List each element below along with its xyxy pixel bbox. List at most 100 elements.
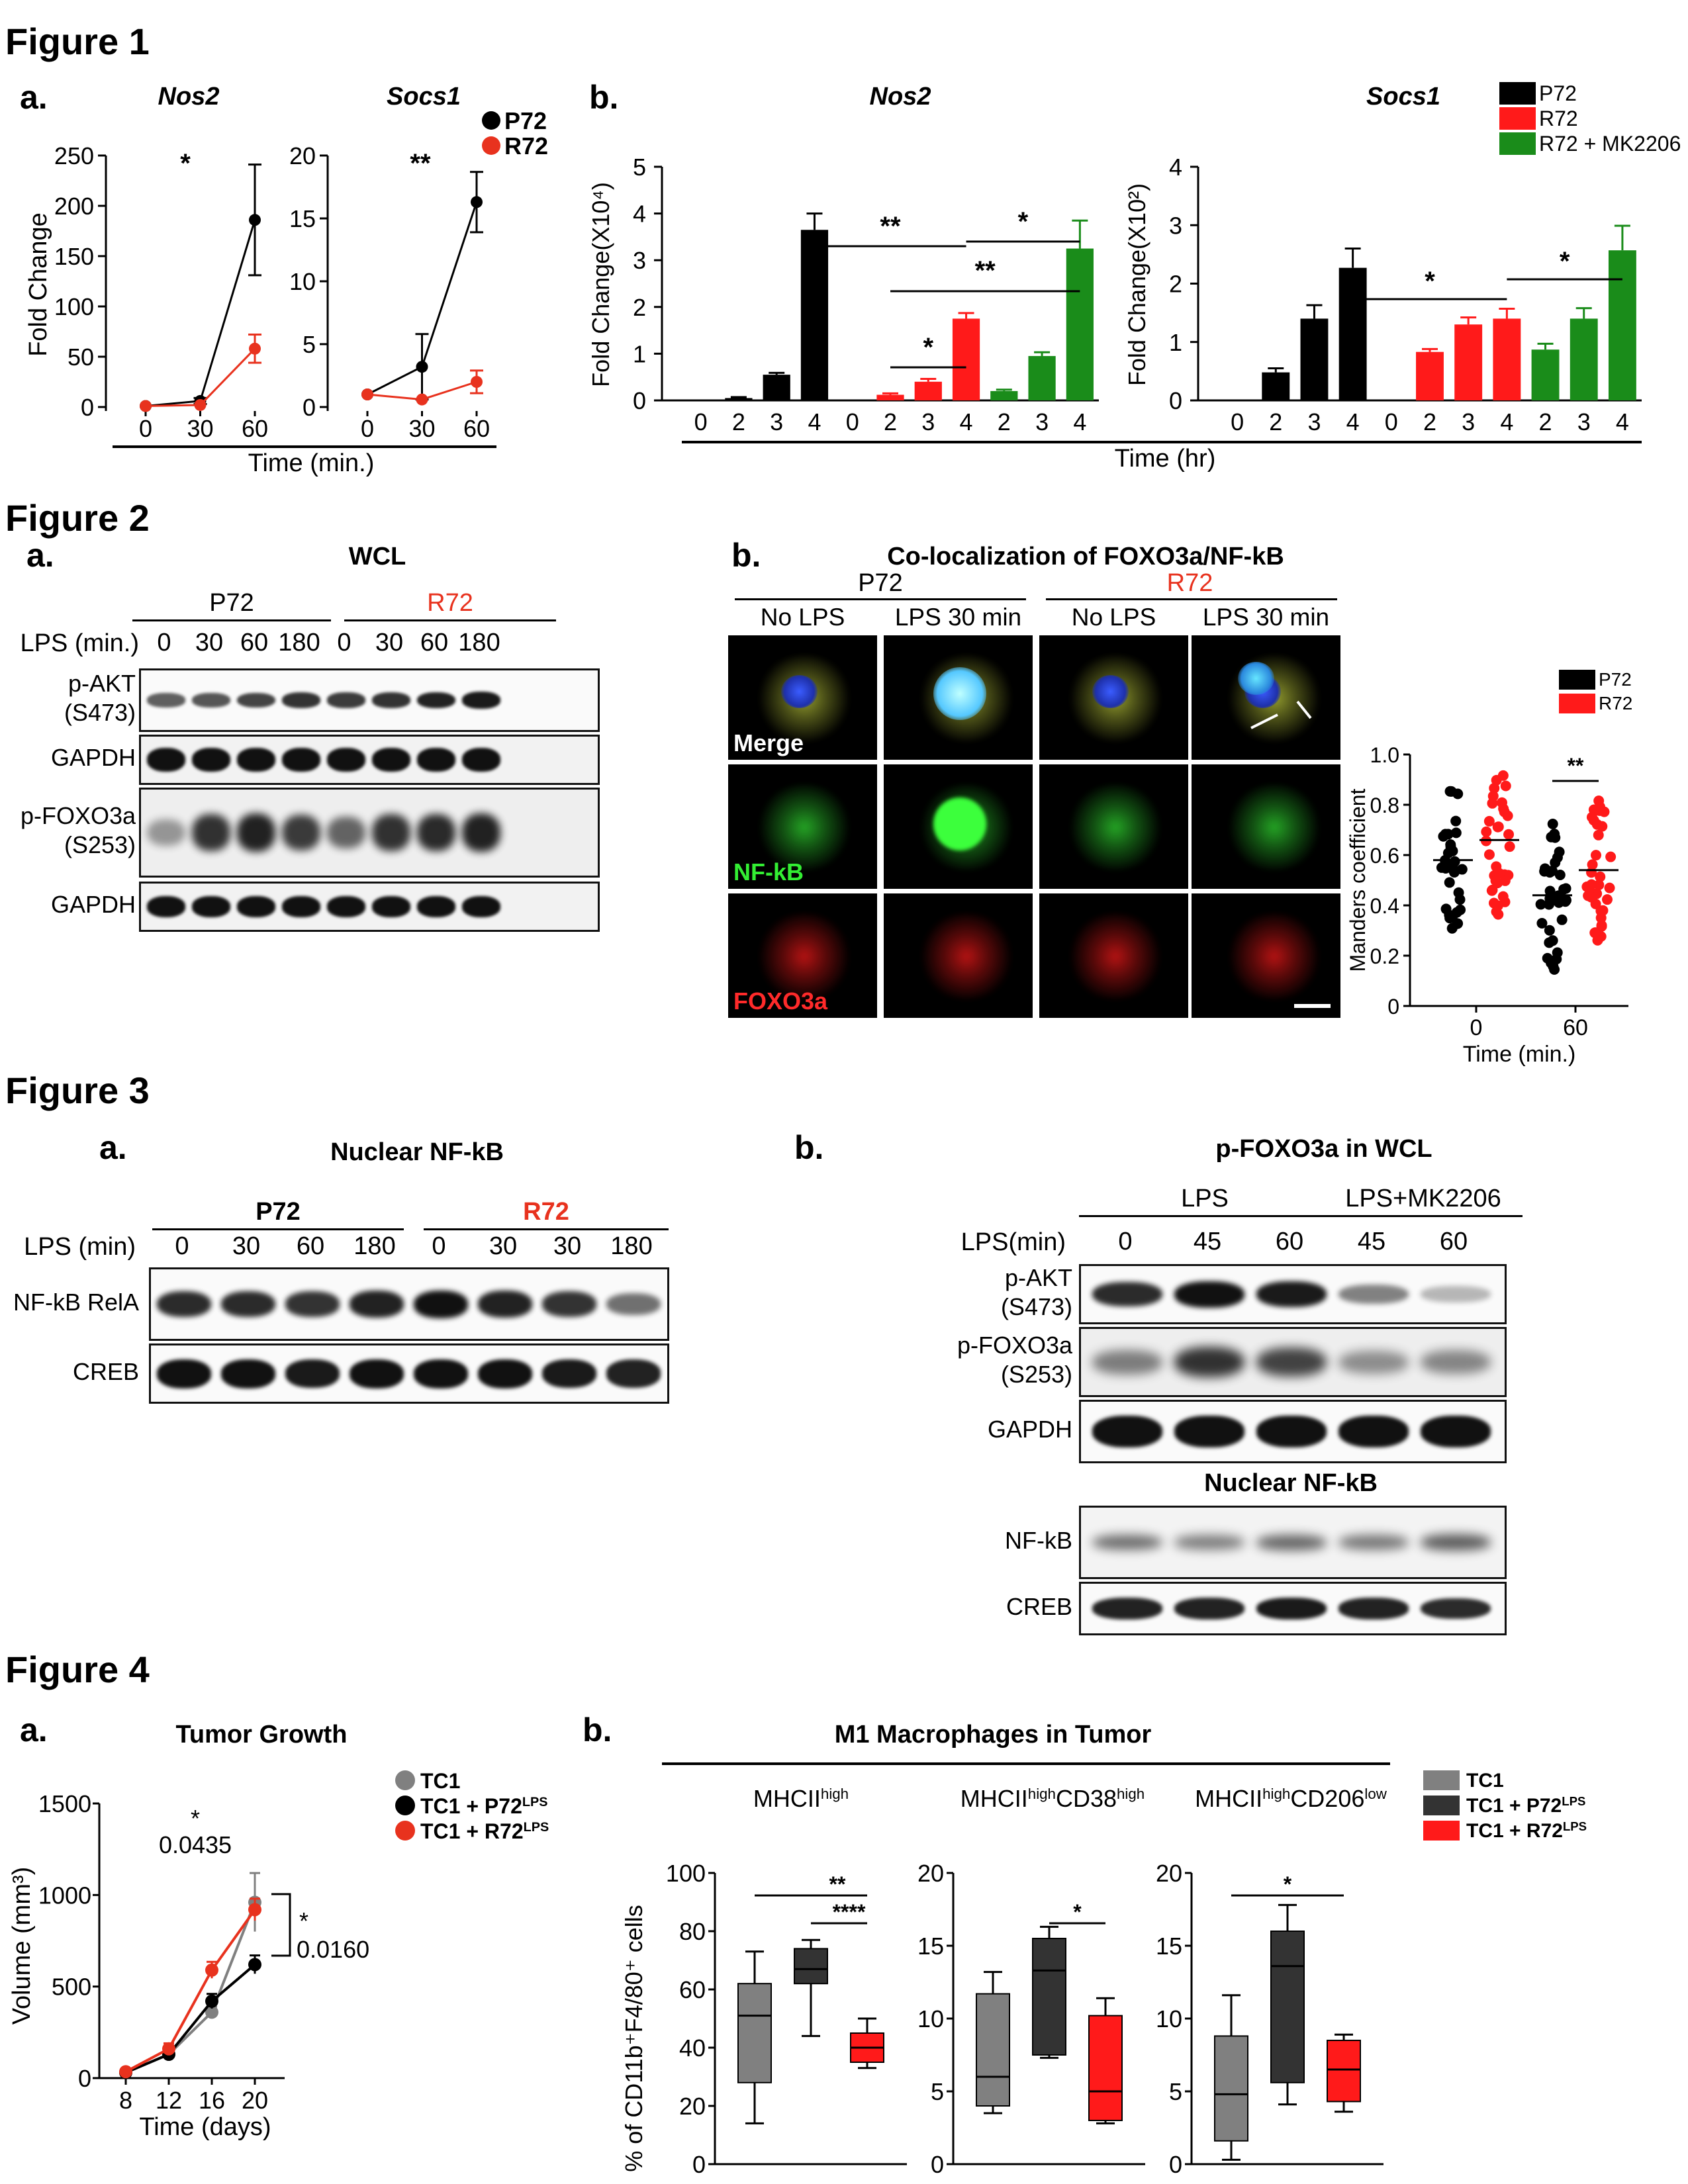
x-tick-label: 20 [242,2087,268,2114]
legend-label: P72 [1539,81,1577,105]
bar-10 [1608,250,1636,400]
y-tick-label: 4 [633,201,646,228]
x-tick-label: 0 [1470,1015,1483,1040]
blot-row [1079,1327,1507,1397]
y-tick-label: 0 [303,394,316,421]
blot-band [417,896,455,917]
blot-row [1079,1400,1507,1463]
legend-label: TC1 + R72LPS [420,1819,549,1843]
legend-marker [482,136,500,155]
group-underline [735,598,1026,600]
blot-row-label: GAPDH [987,1416,1072,1443]
blot-band [1174,1598,1244,1619]
row-label: FOXO3a [733,987,828,1015]
x-tick-label: 60 [1563,1015,1588,1040]
legend-swatch [1423,1821,1460,1841]
fig2a-blot: P72 R72 LPS (min.) 0 30 60 180 0 30 60 180 p-AKT (S… [0,576,600,933]
group-label: LPS+MK2206 [1345,1185,1501,1212]
data-point-R72 [194,398,207,411]
legend-label: P72 [1599,669,1632,690]
y-axis-label: Volume (mm³) [8,1867,36,2025]
x-tick-label: 3 [1577,408,1591,435]
y-tick-label: 5 [1169,2078,1182,2105]
blot-row-label: p-AKT (S473) [64,670,136,726]
significance: **** [833,1900,866,1924]
blot-row-label: p-FOXO3a (S253) [20,802,136,858]
group-label: P72 [256,1198,301,1226]
legend-swatch [1499,82,1536,105]
fig3b-title: p-FOXO3a in WCL [1215,1135,1432,1163]
blot-band [282,692,320,708]
y-tick-label: 5 [633,154,646,181]
blot-band [1092,1598,1162,1619]
y-tick-label: 250 [54,142,94,169]
y-tick-label: 0.4 [1370,894,1399,918]
scatter-point-R72 [1590,927,1601,938]
box-2 [1088,2015,1123,2121]
blot-band [1338,1284,1409,1304]
series-line-TC1 + R72LPS [125,1909,256,2073]
fig3b-blot: LPS LPS+MK2206 LPS(min) 0 45 60 45 60 p-AKT (S47… [914,1171,1549,1635]
bar-2 [763,375,790,400]
data-point-P72 [249,214,261,226]
x-tick-label: 2 [884,408,897,435]
scatter-point-P72 [1547,935,1558,946]
fig2b-microscopy: P72 R72 No LPS LPS 30 min No LPS LPS 30 min Me… [728,569,1350,1046]
fig4b-label: b. [583,1711,612,1749]
y-tick-label: 500 [52,1974,91,2001]
y-tick-label: 60 [679,1976,706,2003]
x-tick-label: 12 [156,2087,182,2114]
group-underline [152,1228,404,1230]
y-tick-label: 0.2 [1370,944,1399,968]
y-tick-label: 20 [289,142,316,169]
blot-band [1421,1286,1491,1302]
group-underline [424,1228,669,1230]
y-axis-label: Fold Change [24,212,52,357]
scatter-point-P72 [1445,839,1456,850]
legend-label: TC1 + P72LPS [420,1794,547,1818]
micrograph-foxo3a-0: FOXO3a [728,893,877,1018]
scatter-point-P72 [1436,862,1447,873]
nucleus [781,675,818,708]
blot-band [1174,1347,1244,1377]
cell-signal [755,784,854,870]
x-tick-label: 0 [1385,408,1398,435]
micrograph-nf-kb-0: NF-kB [728,764,877,889]
blot-band [462,748,500,772]
lane-label: 45 [1193,1228,1222,1255]
scatter-point-R72 [1483,815,1495,827]
fig1b-label: b. [589,79,619,116]
bar-2 [1300,318,1329,400]
blot-band [349,1359,404,1388]
scatter-point-P72 [1554,869,1566,880]
nuclear-merge [933,667,986,720]
blot-band [372,748,410,772]
fig2b-title: Co-localization of FOXO3a/NF-kB [887,543,1284,570]
bar-6 [914,381,942,400]
chart-title: MHCIIhighCD206low [1195,1785,1387,1812]
group-label: R72 [523,1198,569,1226]
blot-band [237,748,275,772]
chart-title: MHCIIhighCD38high [961,1785,1145,1812]
y-tick-label: 15 [1156,1933,1182,1960]
figure3-title: Figure 3 [5,1069,150,1111]
chart-title: Socs1 [1366,83,1440,111]
fig2a-label: a. [26,537,54,574]
bar-9 [1570,318,1598,400]
significance: * [1560,247,1570,276]
scatter-point-P72 [1454,894,1466,905]
blot-band [192,814,230,851]
blot-row [149,1267,669,1341]
significance: ** [880,212,901,241]
column-label: LPS 30 min [1202,604,1330,631]
blot-row-label: GAPDH [50,891,136,918]
x-axis-label: Time (min.) [1463,1042,1576,1067]
blot-band [1092,1281,1162,1307]
lane-label: 60 [1439,1228,1468,1255]
blot-band [606,1293,661,1315]
blot-band [462,692,500,709]
cell-signal [917,913,1016,999]
y-tick-label: 1 [633,340,646,367]
lane-label: 0 [175,1232,189,1260]
